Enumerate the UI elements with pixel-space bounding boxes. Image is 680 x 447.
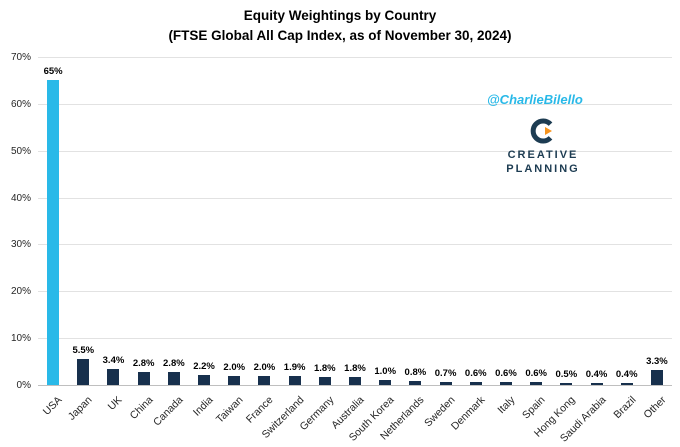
value-label: 1.8% <box>313 362 336 374</box>
value-label: 0.7% <box>434 367 457 379</box>
value-label: 1.0% <box>374 366 397 378</box>
gridline <box>38 103 672 105</box>
bar-brazil <box>620 383 633 385</box>
value-label: 65% <box>43 66 63 78</box>
value-label: 1.8% <box>344 362 366 374</box>
x-axis: USA Japan UK China Canada India Taiwan France Sw… <box>38 385 672 445</box>
bar-uk <box>107 369 120 385</box>
y-tick-label: 50% <box>10 145 31 157</box>
plot-area: USA Japan UK China Canada India Taiwan France Sw… <box>38 57 672 445</box>
value-label: 0.5% <box>555 368 578 380</box>
x-tick-label: UK <box>106 394 125 413</box>
value-label: 0.4% <box>615 369 638 381</box>
bar-italy <box>499 382 512 385</box>
value-label: 0.6% <box>495 368 517 380</box>
bar-netherlands <box>409 381 422 385</box>
chart-title-line1: Equity Weightings by Country <box>243 8 437 23</box>
bar-japan <box>77 359 90 385</box>
x-tick-label: Canada <box>150 394 186 429</box>
gridline <box>38 291 672 293</box>
value-label: 0.6% <box>525 368 547 380</box>
gridline <box>38 57 672 58</box>
y-tick-label: 10% <box>10 333 31 345</box>
logo-text-line2: PLANNING <box>506 163 580 176</box>
value-label: 2.0% <box>253 361 276 373</box>
value-label: 2.0% <box>223 361 246 373</box>
bar-hong-kong <box>560 382 573 385</box>
value-label: 2.8% <box>163 357 185 369</box>
value-label: 3.3% <box>646 355 668 367</box>
x-tick-label: Spain <box>520 394 548 422</box>
bar-saudi-arabia <box>590 383 603 385</box>
bar-china <box>137 371 150 385</box>
value-label: 5.5% <box>72 345 95 357</box>
x-tick-label: Other <box>641 394 669 422</box>
logo-text-line1: CREATIVE <box>507 149 579 161</box>
y-tick-label: 60% <box>10 98 31 110</box>
bar-taiwan <box>228 375 241 385</box>
x-tick-label: China <box>127 394 156 422</box>
gridline <box>38 338 672 340</box>
watermark: @CharlieBilello <box>487 92 583 107</box>
bar-sweden <box>439 381 452 385</box>
value-label: 2.2% <box>193 360 215 372</box>
creative-planning-logo: CREATIVE PLANNING <box>495 118 591 177</box>
y-tick-label: 20% <box>10 286 31 298</box>
creative-planning-c-icon <box>530 118 553 144</box>
value-label: 0.8% <box>404 367 427 379</box>
y-axis: 0% 10% 20% 30% 40% 50% 60% 70% <box>0 52 36 391</box>
x-tick-label: Brazil <box>611 394 639 422</box>
bar-switzerland <box>288 376 301 385</box>
bar-australia <box>349 376 361 385</box>
y-tick-label: 30% <box>10 239 31 251</box>
y-tick-label: 0% <box>16 380 31 391</box>
x-tick-label: USA <box>40 394 65 418</box>
bar-canada <box>167 371 180 385</box>
bar-spain <box>530 382 543 385</box>
gridline <box>38 197 672 199</box>
bar-other <box>650 369 663 385</box>
x-tick-label: Japan <box>66 394 95 423</box>
value-label: 0.4% <box>585 369 608 381</box>
bar-germany <box>318 376 331 385</box>
bar-south-korea <box>379 380 392 385</box>
x-tick-label: Taiwan <box>214 394 246 426</box>
bar-india <box>198 374 211 385</box>
gridline <box>38 150 672 152</box>
y-tick-label: 40% <box>10 192 31 204</box>
value-label: 2.8% <box>132 357 155 369</box>
value-label: 0.6% <box>464 368 487 380</box>
bar-usa <box>47 80 60 385</box>
chart-title-line2: (FTSE Global All Cap Index, as of Novemb… <box>168 28 512 44</box>
y-tick-label: 70% <box>10 52 31 63</box>
bar-france <box>258 375 271 385</box>
value-label: 1.9% <box>283 362 306 374</box>
value-label: 3.4% <box>102 355 125 367</box>
x-tick-label: India <box>190 394 216 419</box>
chart-title: Equity Weightings by Country (FTSE Globa… <box>0 6 680 47</box>
x-tick-label: Italy <box>495 394 518 417</box>
gridline <box>38 244 672 246</box>
bar-denmark <box>469 382 482 385</box>
